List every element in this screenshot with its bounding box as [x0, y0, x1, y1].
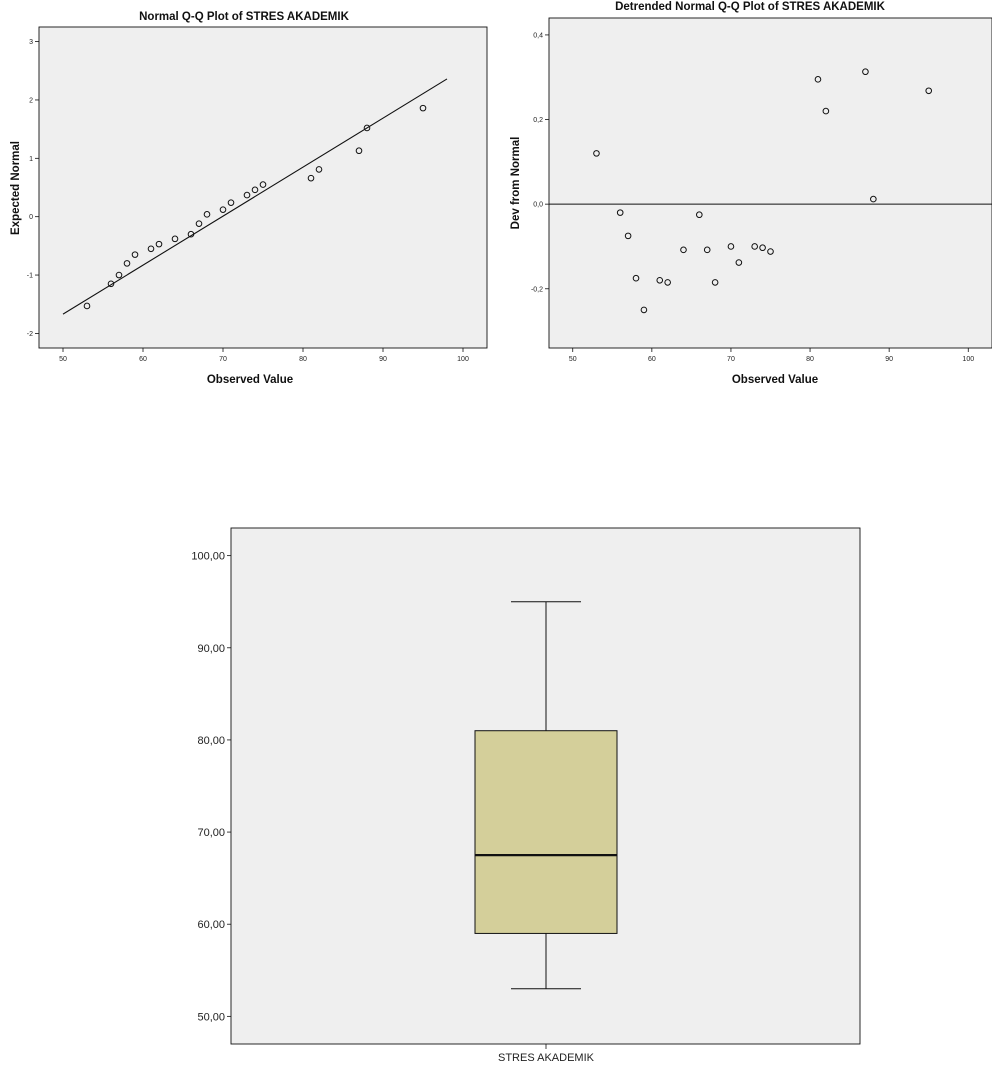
detrended-y-tick-label: -0,2 [531, 286, 543, 293]
qq-point [259, 181, 267, 188]
qq-point [419, 104, 427, 112]
detrended-x-tick-label: 50 [569, 356, 577, 363]
detrended-point [727, 243, 735, 250]
qq-plot-ylabel: Expected Normal [10, 141, 22, 235]
qq-x-tick-label: 100 [457, 356, 469, 363]
qq-point [307, 174, 315, 182]
detrended-point [759, 244, 766, 252]
detrended-plot-area [548, 17, 992, 349]
qq-reference-line [62, 78, 448, 315]
boxplot-y-tick-label: 60,00 [197, 919, 225, 931]
detrended-point [814, 76, 822, 83]
qq-y-tick-label: -1 [27, 273, 33, 280]
qq-point [355, 147, 363, 155]
qq-point [83, 302, 91, 310]
detrended-point [696, 211, 703, 219]
boxplot-box [474, 730, 618, 934]
qq-x-tick-label: 70 [219, 356, 227, 363]
detrended-point [632, 274, 640, 282]
qq-y-tick-label: 2 [29, 97, 33, 104]
detrended-x-tick-label: 100 [962, 356, 974, 363]
detrended-point [593, 150, 600, 157]
qq-point [131, 251, 139, 258]
qq-plot-xlabel: Observed Value [207, 374, 293, 386]
qq-point [195, 220, 203, 227]
qq-point [123, 260, 131, 267]
boxplot-y-tick-label: 90,00 [197, 643, 225, 655]
qq-point [147, 245, 155, 253]
qq-point [315, 166, 323, 173]
detrended-point [640, 306, 648, 314]
qq-point [107, 280, 115, 288]
qq-point [243, 191, 251, 199]
detrended-x-tick-label: 70 [727, 356, 735, 363]
detrended-x-tick-label: 80 [806, 356, 814, 363]
detrended-point [870, 195, 877, 203]
qq-point [187, 230, 195, 238]
qq-point [115, 271, 123, 279]
detrended-x-tick-label: 60 [648, 356, 656, 363]
detrended-point [862, 68, 869, 76]
detrended-y-tick-label: 0,0 [533, 202, 543, 209]
detrended-point [656, 277, 664, 284]
qq-point [203, 211, 211, 218]
detrended-point [624, 232, 632, 240]
boxplot-y-tick-label: 80,00 [197, 735, 225, 747]
detrended-point [616, 209, 624, 216]
qq-point [227, 199, 235, 206]
detrended-point [925, 87, 933, 95]
boxplot-category-label: STRES AKADEMIK [498, 1052, 595, 1064]
qq-y-tick-label: 1 [29, 156, 33, 163]
detrended-x-tick-label: 90 [885, 356, 893, 363]
detrended-plot-ylabel: Dev from Normal [510, 137, 522, 230]
qq-x-tick-label: 50 [59, 356, 67, 363]
qq-point [219, 206, 227, 213]
qq-y-tick-label: 3 [29, 39, 33, 46]
qq-point [171, 235, 179, 243]
detrended-plot-title: Detrended Normal Q-Q Plot of STRES AKADE… [615, 1, 886, 13]
detrended-point [664, 279, 671, 286]
qq-y-tick-label: -2 [27, 331, 33, 338]
boxplot-y-tick-label: 70,00 [197, 827, 225, 839]
boxplot-y-tick-label: 100,00 [191, 551, 225, 563]
detrended-point [767, 248, 774, 255]
detrended-point [822, 107, 830, 115]
detrended-point [703, 246, 711, 254]
qq-x-tick-label: 80 [299, 356, 307, 363]
qq-plot-title: Normal Q-Q Plot of STRES AKADEMIK [139, 11, 349, 23]
detrended-point [711, 279, 719, 286]
detrended-point [751, 243, 758, 250]
qq-point [155, 240, 163, 248]
detrended-point [680, 246, 687, 254]
detrended-y-tick-label: 0,2 [533, 117, 543, 124]
qq-x-tick-label: 60 [139, 356, 147, 363]
boxplot-y-tick-label: 50,00 [197, 1011, 225, 1023]
qq-point [363, 124, 371, 132]
qq-point [251, 186, 259, 194]
detrended-point [735, 259, 743, 266]
qq-x-tick-label: 90 [379, 356, 387, 363]
detrended-plot-xlabel: Observed Value [732, 374, 818, 386]
detrended-y-tick-label: 0,4 [533, 32, 543, 39]
qq-y-tick-label: 0 [29, 214, 33, 221]
